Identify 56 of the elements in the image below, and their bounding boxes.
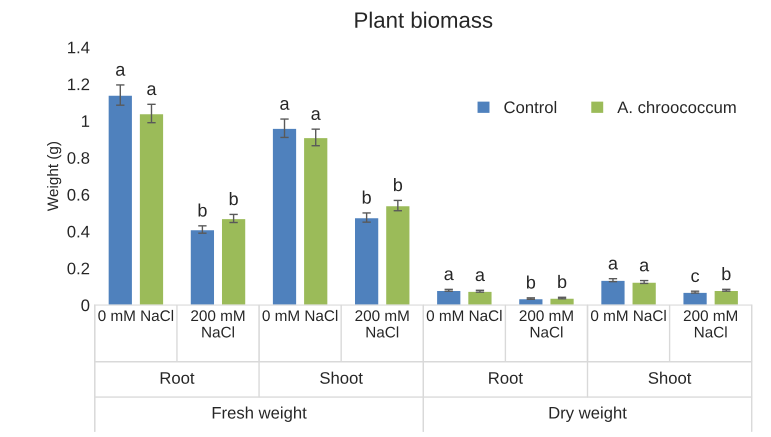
bar (631, 281, 658, 306)
bar (466, 290, 493, 306)
x-tick-label: 200 mM NaCl (520, 310, 573, 338)
x-tick-label: 0 mM NaCl (426, 310, 502, 322)
data-label: b (394, 178, 402, 192)
data-label: a (640, 262, 650, 272)
legend-label: Control (504, 100, 556, 114)
legend-label: A. chroococcum (617, 100, 736, 114)
bar (189, 228, 216, 306)
data-label: a (116, 66, 126, 76)
data-label: b (198, 203, 207, 217)
data-label: b (362, 190, 371, 204)
bar (436, 290, 462, 306)
data-label: a (444, 270, 454, 280)
y-tick-label: 0.6 (67, 188, 90, 201)
x-tick-label: 200 mM NaCl (355, 310, 409, 338)
y-axis-title: Weight (g) (47, 142, 62, 212)
data-label: b (526, 275, 536, 289)
text: Root (489, 372, 523, 384)
y-tick-label: 1.4 (68, 42, 90, 54)
data-label: b (230, 192, 238, 206)
data-label: a (147, 85, 157, 96)
y-tick-label: 1 (82, 115, 90, 127)
y-tick-label: 0.8 (67, 152, 90, 164)
text: Shoot (320, 372, 363, 384)
y-tick-label: 0 (81, 299, 90, 312)
data-label: b (722, 266, 731, 280)
bar (272, 128, 298, 306)
x-tick-label: 0 mM NaCl (262, 310, 338, 322)
text: Shoot (648, 372, 692, 384)
data-label: a (476, 271, 485, 282)
bar (384, 204, 411, 306)
bar (302, 136, 329, 306)
chart-title: Plant biomass (355, 12, 492, 28)
y-tick-label: 0.4 (67, 226, 90, 238)
bar (682, 291, 708, 306)
data-label: a (311, 110, 321, 120)
x-tick-label: 0 mM NaCl (590, 310, 666, 322)
bar (354, 216, 380, 306)
text: Fresh weight (212, 406, 307, 422)
bar (220, 218, 247, 306)
y-tick-label: 0.2 (67, 262, 90, 274)
x-tick-label: 0 mM NaCl (98, 310, 174, 322)
bar (600, 279, 626, 306)
data-label: b (558, 274, 566, 288)
y-tick-label: 1.2 (68, 78, 90, 90)
data-label: a (280, 100, 290, 110)
x-tick-label: 200 mM NaCl (684, 310, 738, 338)
data-label: c (691, 272, 700, 282)
bar (713, 290, 740, 306)
bar (138, 112, 164, 306)
data-label: a (608, 260, 618, 270)
bar (107, 94, 134, 306)
text: Root (160, 372, 194, 384)
text: Dry weight (550, 406, 627, 422)
x-tick-label: 200 mM NaCl (191, 310, 244, 338)
